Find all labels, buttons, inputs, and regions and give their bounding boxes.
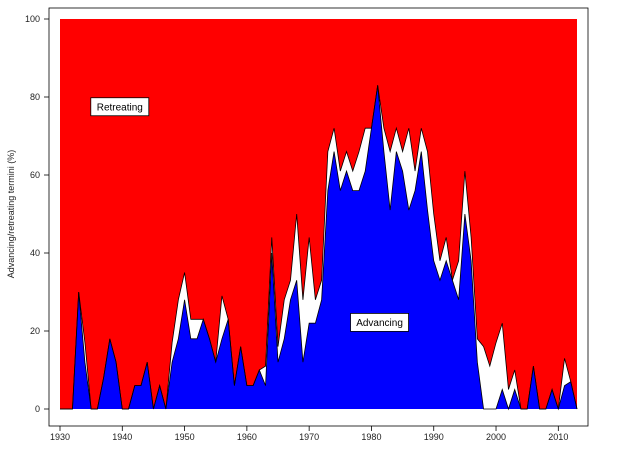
x-tick-label: 1960 — [237, 432, 257, 442]
y-tick-label: 20 — [30, 326, 40, 336]
x-tick-label: 1990 — [424, 432, 444, 442]
x-tick-label: 1950 — [175, 432, 195, 442]
retreating-label: Retreating — [90, 97, 150, 117]
x-tick-label: 2010 — [548, 432, 568, 442]
plot-area — [60, 19, 578, 411]
advancing-label-box — [350, 313, 409, 332]
y-tick-label: 100 — [25, 14, 40, 24]
axis-frame — [48, 7, 589, 427]
advancing-label: Advancing — [350, 313, 409, 332]
x-tick-label: 1980 — [361, 432, 381, 442]
y-tick-label: 80 — [30, 92, 40, 102]
retreating-label-text: Retreating — [97, 102, 143, 113]
y-axis-title: Advancing/retreating termini (%) — [6, 150, 16, 279]
y-tick-label: 0 — [35, 404, 40, 414]
annotations: Retreating Advancing — [90, 97, 409, 332]
x-tick-label: 1970 — [299, 432, 319, 442]
retreating-label-box — [90, 97, 150, 117]
x-tick-label: 1940 — [112, 432, 132, 442]
y-tick-label: 40 — [30, 248, 40, 258]
axes: 0 20 40 60 80 100 1930 1940 1950 1960 1970 1980 1990… — [25, 7, 589, 442]
advancing-label-text: Advancing — [356, 318, 403, 329]
advancing-area — [60, 85, 577, 410]
y-tick-label: 60 — [30, 170, 40, 180]
x-tick-label: 2000 — [486, 432, 506, 442]
advancing-line — [60, 85, 578, 411]
x-tick-label: 1930 — [50, 432, 70, 442]
